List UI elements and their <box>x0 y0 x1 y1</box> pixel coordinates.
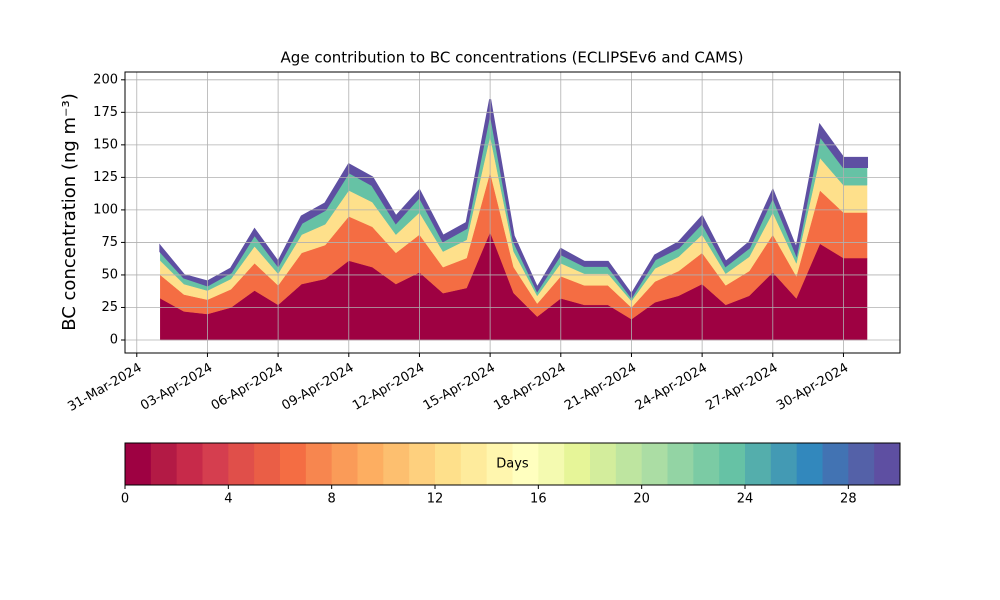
colorbar-label: Days <box>496 457 529 472</box>
x-tick-label: 12-Apr-2024 <box>350 361 427 414</box>
colorbar-swatch <box>331 443 358 485</box>
colorbar-tick-label: 12 <box>427 492 444 507</box>
y-tick-label: 150 <box>93 137 118 152</box>
plot-frame <box>124 71 901 354</box>
colorbar-swatch <box>512 443 539 485</box>
y-tick-label: 175 <box>93 105 118 120</box>
colorbar-tick-label: 16 <box>530 492 547 507</box>
y-tick-label: 0 <box>110 332 118 347</box>
colorbar-swatch <box>228 443 255 485</box>
x-tick-label: 31-Mar-2024 <box>65 361 144 415</box>
y-tick-label: 100 <box>93 202 118 217</box>
colorbar-swatch <box>383 443 410 485</box>
colorbar-swatch <box>874 443 901 485</box>
colorbar-tick-label: 0 <box>121 492 129 507</box>
colorbar-swatch <box>641 443 668 485</box>
colorbar-swatch <box>719 443 746 485</box>
x-tick-label: 30-Apr-2024 <box>774 361 851 414</box>
colorbar-swatch <box>280 443 307 485</box>
colorbar-swatch <box>848 443 875 485</box>
colorbar-swatch <box>357 443 384 485</box>
x-tick-label: 21-Apr-2024 <box>562 361 639 414</box>
y-tick-label: 200 <box>93 72 118 87</box>
colorbar-swatch <box>305 443 333 485</box>
y-axis-label: BC concentration (ng m⁻³) <box>59 93 80 331</box>
colorbar-swatch <box>409 443 436 485</box>
colorbar-swatch <box>667 443 694 485</box>
colorbar-swatch <box>125 443 152 485</box>
colorbar-swatch <box>796 443 823 485</box>
x-tick-label: 15-Apr-2024 <box>421 361 498 414</box>
x-tick-label: 06-Apr-2024 <box>209 361 286 414</box>
colorbar-swatch <box>590 443 617 485</box>
colorbar-swatch <box>254 443 281 485</box>
colorbar-swatch <box>460 443 488 485</box>
chart-title: Age contribution to BC concentrations (E… <box>281 49 744 67</box>
colorbar-swatch <box>770 443 798 485</box>
y-tick-label: 75 <box>101 235 118 250</box>
y-tick-label: 50 <box>101 267 118 282</box>
colorbar-swatch <box>435 443 462 485</box>
colorbar-tick-label: 24 <box>737 492 754 507</box>
colorbar-swatch <box>202 443 229 485</box>
area-layer <box>159 99 869 299</box>
colorbar-tick-label: 28 <box>840 492 857 507</box>
colorbar-swatch <box>176 443 203 485</box>
colorbar-tick-label: 4 <box>224 492 232 507</box>
colorbar-swatch <box>564 443 591 485</box>
x-tick-label: 24-Apr-2024 <box>633 361 710 414</box>
x-tick-label: 18-Apr-2024 <box>491 361 568 414</box>
colorbar-swatch <box>486 443 513 485</box>
x-tick-label: 09-Apr-2024 <box>279 361 356 414</box>
colorbar-swatch <box>693 443 720 485</box>
colorbar-swatch <box>150 443 178 485</box>
colorbar-swatch <box>822 443 849 485</box>
colorbar-frame <box>124 442 901 486</box>
y-tick-label: 125 <box>93 170 118 185</box>
y-tick-label: 25 <box>101 300 118 315</box>
x-tick-label: 03-Apr-2024 <box>138 361 215 414</box>
x-tick-label: 27-Apr-2024 <box>703 361 780 414</box>
colorbar-tick-label: 20 <box>633 492 650 507</box>
colorbar-swatch <box>745 443 772 485</box>
colorbar-swatch <box>538 443 565 485</box>
colorbar-tick-label: 8 <box>328 492 336 507</box>
colorbar-swatch <box>615 443 643 485</box>
